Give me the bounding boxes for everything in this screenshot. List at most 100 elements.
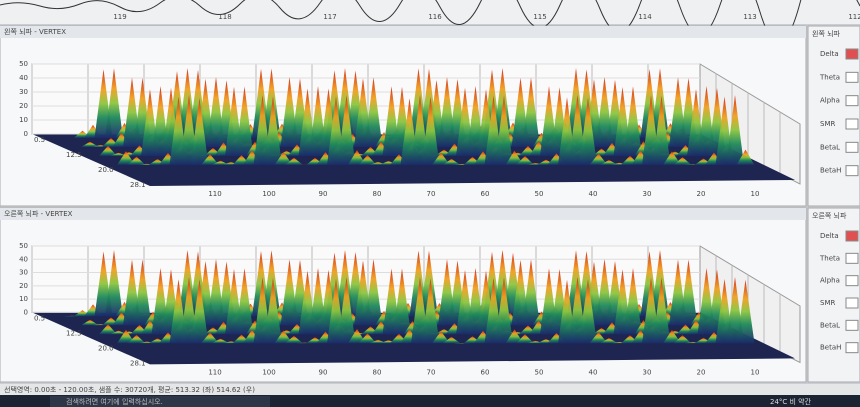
band-label: BetaL <box>820 321 840 329</box>
surface-peak <box>264 96 282 165</box>
band-swatch <box>845 48 859 60</box>
surface-peak <box>99 324 117 335</box>
surface-peak <box>505 329 524 344</box>
band-label: Delta <box>820 232 839 240</box>
y-tick-label: 0 <box>24 308 28 316</box>
surface-peak <box>736 279 755 344</box>
surface-peak <box>420 250 438 317</box>
panel-title-bar <box>0 26 806 38</box>
band-label: SMR <box>820 299 835 307</box>
surface-peak <box>673 335 692 344</box>
search-box[interactable] <box>50 396 270 407</box>
depth-tick-label: 28.1 <box>130 181 146 189</box>
depth-tick-label: 20.0 <box>98 166 114 174</box>
status-bar <box>0 384 860 395</box>
x-tick-label: 20 <box>697 368 706 376</box>
surface-peak <box>600 337 618 344</box>
surface-peak <box>358 155 377 165</box>
surface-peak <box>235 86 254 156</box>
depth-tick-label: 0.5 <box>34 136 45 144</box>
surface-peak <box>579 97 597 165</box>
surface-peak <box>235 268 254 335</box>
y-tick-label: 10 <box>19 116 28 124</box>
surface-peak <box>364 259 383 326</box>
x-tick-label: 30 <box>643 190 652 198</box>
surface-peak <box>393 268 411 335</box>
signal-trace <box>0 0 860 44</box>
band-swatch <box>845 165 859 177</box>
band-label: Alpha <box>820 277 840 285</box>
search-text[interactable]: 검색하려면 여기에 입력하십시오. <box>66 397 163 406</box>
y-tick-label: 0 <box>24 130 28 138</box>
band-swatch <box>845 275 859 287</box>
surface-peak <box>81 319 99 326</box>
surface-peak <box>516 334 534 344</box>
x-tick-label: 80 <box>373 190 382 198</box>
top-strip <box>0 0 860 24</box>
surface-peak <box>264 277 282 344</box>
surface-peak <box>201 154 219 165</box>
band-label: BetaH <box>820 167 841 175</box>
time-tick: 119 <box>113 13 126 21</box>
x-tick-label: 10 <box>751 190 760 198</box>
panel-title: 오른쪽 뇌파 - VERTEX <box>4 209 73 218</box>
y-tick-label: 20 <box>19 282 28 290</box>
surface-peak <box>274 330 293 344</box>
depth-tick-label: 28.1 <box>130 359 146 367</box>
band-swatch <box>845 118 859 130</box>
surface-peak <box>133 259 152 326</box>
surface-peak <box>285 157 303 165</box>
x-tick-label: 40 <box>589 190 598 198</box>
surface-peak <box>127 156 146 165</box>
time-tick: 118 <box>218 13 231 21</box>
surface-peak <box>495 277 513 344</box>
surface-peak <box>589 153 608 165</box>
band-swatch <box>845 252 859 264</box>
x-tick-label: 110 <box>208 190 221 198</box>
band-swatch <box>845 71 859 83</box>
surface-peak <box>117 151 135 165</box>
legend-title: 왼쪽 뇌파 <box>812 29 841 38</box>
y-tick-label: 10 <box>19 295 28 303</box>
x-tick-label: 10 <box>751 368 760 376</box>
band-swatch <box>845 141 859 153</box>
surface-peak <box>337 277 356 344</box>
band-label: Delta <box>820 50 839 58</box>
surface-peak <box>579 278 597 344</box>
surface-peak <box>726 95 744 165</box>
surface-peak <box>663 151 681 165</box>
side-wall <box>699 63 801 185</box>
x-tick-label: 70 <box>427 190 436 198</box>
band-label: Alpha <box>820 97 840 105</box>
band-label: Theta <box>819 254 840 262</box>
surface-peak <box>105 250 123 317</box>
x-tick-label: 100 <box>262 190 275 198</box>
x-tick-label: 90 <box>319 190 328 198</box>
surface-peak <box>589 331 608 344</box>
x-tick-label: 100 <box>262 368 275 376</box>
surface-peak <box>348 149 366 165</box>
surface-peak <box>663 330 681 344</box>
surface-peak <box>522 259 540 326</box>
surface-peak <box>432 331 450 344</box>
x-tick-label: 40 <box>589 368 598 376</box>
surface-peak <box>285 335 303 344</box>
legend-title: 오른쪽 뇌파 <box>812 211 847 220</box>
surface-peak <box>211 160 230 165</box>
surface-peak <box>421 278 440 344</box>
surface-peak <box>337 95 356 165</box>
depth-tick-label: 12.5 <box>66 329 82 337</box>
x-tick-label: 50 <box>535 190 544 198</box>
y-tick-label: 50 <box>19 242 28 250</box>
surface-peak <box>624 86 642 156</box>
time-tick: 117 <box>323 13 336 21</box>
band-swatch <box>845 342 859 354</box>
surface-peak <box>442 336 461 344</box>
time-tick: 116 <box>428 13 442 21</box>
surface-peak <box>652 95 671 165</box>
surface-peak <box>99 145 117 156</box>
depth-tick-label: 20.0 <box>98 344 114 352</box>
surface-peak <box>274 151 293 165</box>
band-label: SMR <box>820 120 835 128</box>
y-tick-label: 30 <box>19 88 28 96</box>
